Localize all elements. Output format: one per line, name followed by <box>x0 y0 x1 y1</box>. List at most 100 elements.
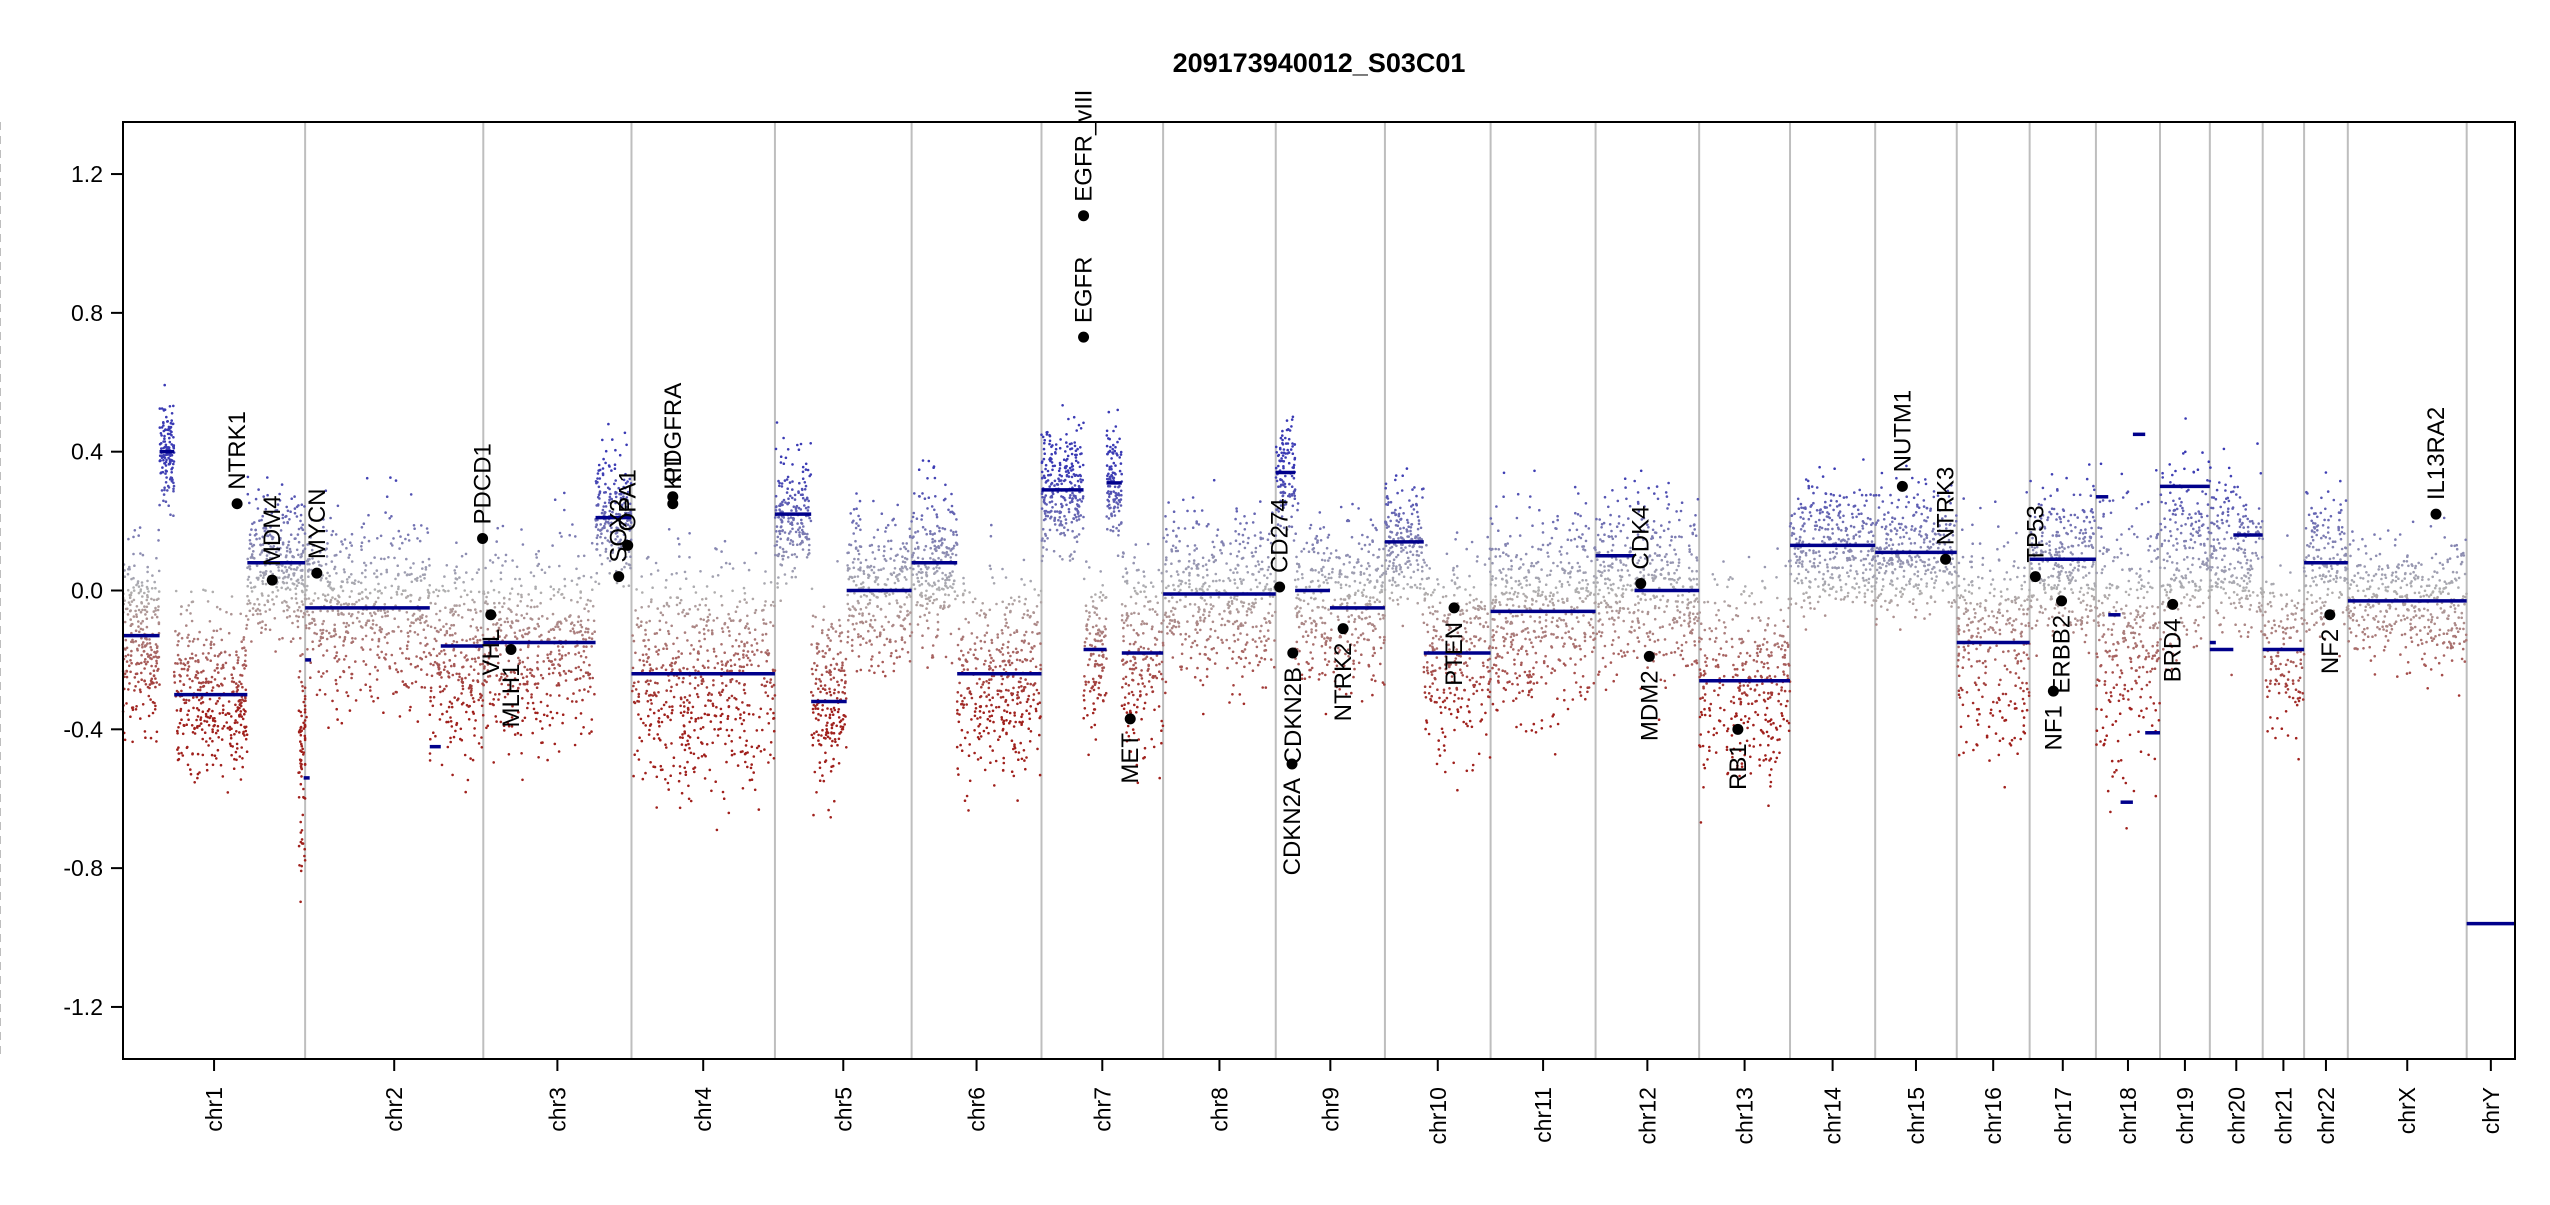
probe-point <box>714 547 717 550</box>
probe-point <box>1059 516 1062 519</box>
probe-point <box>258 603 261 606</box>
probe-point <box>169 405 172 408</box>
probe-point <box>989 667 992 670</box>
probe-point <box>857 636 860 639</box>
probe-point <box>261 620 264 623</box>
probe-point <box>1104 634 1107 637</box>
probe-point <box>527 644 530 647</box>
probe-point <box>239 703 242 706</box>
probe-point <box>761 684 764 687</box>
probe-point <box>1073 441 1076 444</box>
probe-point <box>426 527 429 530</box>
probe-point <box>140 622 143 625</box>
probe-point <box>602 458 605 461</box>
probe-point <box>817 707 820 710</box>
probe-point <box>139 717 142 720</box>
probe-point <box>685 773 688 776</box>
probe-point <box>202 685 205 688</box>
probe-point <box>140 611 143 614</box>
probe-point <box>596 477 599 480</box>
probe-point <box>752 713 755 716</box>
probe-point <box>914 531 917 534</box>
probe-point <box>583 645 586 648</box>
probe-point <box>325 577 328 580</box>
probe-point <box>884 675 887 678</box>
probe-point <box>216 667 219 670</box>
probe-point <box>833 800 836 803</box>
probe-point <box>1105 596 1108 599</box>
probe-point <box>782 555 785 558</box>
probe-point <box>404 538 407 541</box>
probe-point <box>466 658 469 661</box>
probe-point <box>526 683 529 686</box>
probe-point <box>306 585 309 588</box>
probe-point <box>798 507 801 510</box>
probe-point <box>332 530 335 533</box>
probe-point <box>1061 558 1064 561</box>
probe-point <box>244 710 247 713</box>
probe-point <box>690 800 693 803</box>
probe-point <box>462 688 465 691</box>
probe-point <box>974 710 977 713</box>
probe-point <box>978 732 981 735</box>
probe-point <box>1038 632 1041 635</box>
probe-point <box>351 603 354 606</box>
probe-point <box>1043 510 1046 513</box>
probe-point <box>824 752 827 755</box>
probe-point <box>206 763 209 766</box>
probe-point <box>527 593 530 596</box>
probe-point <box>812 625 815 628</box>
probe-point <box>317 597 320 600</box>
probe-point <box>440 650 443 653</box>
probe-point <box>962 664 965 667</box>
probe-point <box>666 647 669 650</box>
probe-point <box>481 746 484 749</box>
probe-point <box>162 500 165 503</box>
probe-point <box>969 648 972 651</box>
probe-point <box>791 488 794 491</box>
probe-point <box>472 679 475 682</box>
probe-point <box>281 637 284 640</box>
probe-point <box>1082 422 1085 425</box>
probe-point <box>699 604 702 607</box>
probe-point <box>735 610 738 613</box>
probe-point <box>578 577 581 580</box>
probe-point <box>852 605 855 608</box>
probe-point <box>320 675 323 678</box>
probe-point <box>953 545 956 548</box>
probe-point <box>421 686 424 689</box>
probe-point <box>694 766 697 769</box>
probe-point <box>514 578 517 581</box>
probe-point <box>1073 416 1076 419</box>
probe-point <box>164 472 167 475</box>
probe-point <box>601 512 604 515</box>
probe-point <box>899 548 902 551</box>
probe-point <box>217 671 220 674</box>
probe-point <box>530 571 533 574</box>
probe-point <box>548 566 551 569</box>
probe-point <box>550 598 553 601</box>
probe-point <box>1071 530 1074 533</box>
probe-point <box>853 628 856 631</box>
probe-point <box>679 705 682 708</box>
probe-point <box>336 689 339 692</box>
probe-point <box>1102 699 1105 702</box>
probe-point <box>604 462 607 465</box>
probe-point <box>697 717 700 720</box>
probe-point <box>700 676 703 679</box>
probe-point <box>1020 723 1023 726</box>
probe-point <box>666 602 669 605</box>
probe-point <box>187 764 190 767</box>
probe-point <box>1011 694 1014 697</box>
probe-point <box>243 713 246 716</box>
probe-point <box>423 651 426 654</box>
probe-point <box>650 702 653 705</box>
probe-point <box>209 620 212 623</box>
probe-point <box>873 672 876 675</box>
probe-point <box>146 606 149 609</box>
probe-point <box>195 719 198 722</box>
probe-point <box>728 812 731 815</box>
probe-point <box>728 630 731 633</box>
probe-point <box>212 725 215 728</box>
probe-point <box>579 597 582 600</box>
